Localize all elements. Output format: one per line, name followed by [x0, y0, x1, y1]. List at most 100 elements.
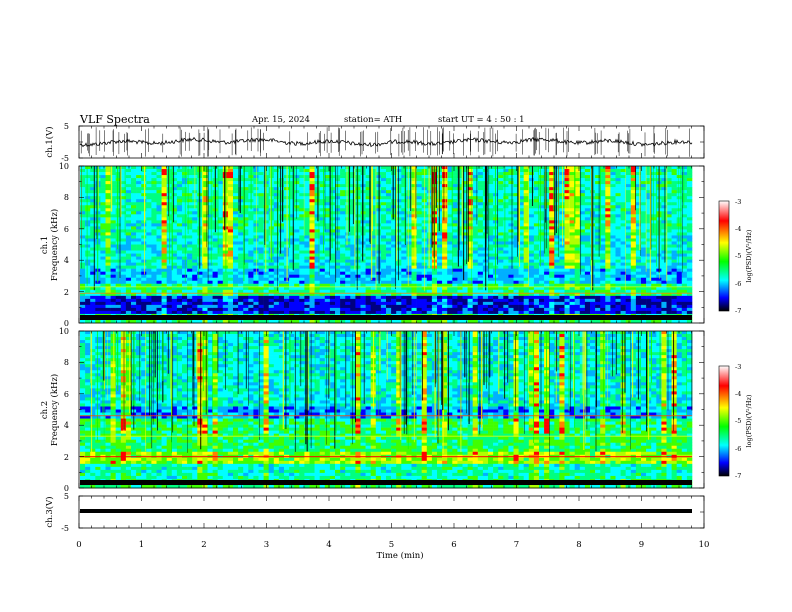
- spectrogram-cell: [217, 196, 224, 200]
- spectrogram-cell: [187, 172, 193, 176]
- spectrogram-cell: [401, 289, 407, 294]
- spectrogram-cell: [207, 229, 213, 233]
- spectrogram-cell: [207, 226, 213, 230]
- spectrogram-cell: [125, 217, 132, 221]
- spectrogram-cell: [370, 304, 377, 309]
- spectrogram-cell: [125, 202, 132, 206]
- spectrogram-cell: [238, 220, 244, 224]
- spectrogram-cell: [523, 238, 530, 242]
- spectrogram-cell: [411, 298, 417, 303]
- spectrogram-cell: [452, 298, 458, 303]
- spectrogram-cell: [141, 229, 147, 233]
- spectrogram-cell: [406, 247, 412, 251]
- spectrogram-cell: [477, 208, 484, 212]
- spectrogram-cell: [248, 280, 254, 285]
- spectrogram-cell: [416, 235, 422, 239]
- spectrogram-cell: [182, 271, 188, 275]
- spectrogram-cell: [187, 259, 193, 263]
- spectrogram-cell: [105, 196, 111, 200]
- spectrogram-cell: [258, 259, 264, 263]
- spectrogram-cell: [319, 190, 326, 194]
- spectrogram-cell: [391, 298, 397, 303]
- spectrogram-cell: [513, 301, 519, 306]
- spectrogram-cell: [202, 271, 208, 275]
- spectrogram-cell: [447, 295, 453, 300]
- spectrogram-cell: [202, 193, 208, 197]
- spectrogram-cell: [80, 304, 86, 309]
- spectrogram-cell: [437, 265, 443, 269]
- spectrogram-cell: [156, 211, 162, 215]
- spectrogram-cell: [370, 193, 377, 197]
- spectrogram-cell: [365, 172, 371, 176]
- spectrogram-cell: [518, 178, 524, 182]
- spectrogram-cell: [411, 184, 417, 188]
- spectrogram-cell: [233, 190, 239, 194]
- spectrogram-cell: [141, 184, 147, 188]
- spectrogram-cell: [380, 187, 387, 191]
- spectrogram-cell: [457, 304, 463, 309]
- spectrogram-cell: [263, 229, 269, 233]
- spectrogram-cell: [253, 310, 259, 315]
- spectrogram-cell: [243, 304, 249, 309]
- spectrogram-cell: [299, 235, 305, 239]
- spectrogram-cell: [131, 208, 137, 212]
- spectrogram-cell: [217, 292, 224, 297]
- spectrogram-cell: [141, 277, 147, 282]
- spectrogram-cell: [141, 172, 147, 176]
- spectrogram-cell: [284, 295, 290, 300]
- spectrogram-cell: [508, 238, 514, 242]
- spectrogram-cell: [171, 232, 178, 236]
- spectrogram-cell: [253, 229, 259, 233]
- spectrogram-cell: [329, 277, 336, 282]
- spectrogram-cell: [146, 220, 152, 224]
- spectrogram-cell: [554, 253, 560, 257]
- spectrogram-cell: [171, 304, 178, 309]
- spectrogram-cell: [90, 277, 96, 282]
- spectrogram-cell: [207, 292, 213, 297]
- spectrogram-cell: [207, 202, 213, 206]
- spectrogram-cell: [533, 319, 540, 324]
- spectrogram-cell: [217, 253, 224, 257]
- spectrogram-cell: [539, 208, 545, 212]
- spectrogram-cell: [263, 310, 269, 315]
- spectrogram-cell: [370, 187, 377, 191]
- spectrogram-cell: [85, 310, 91, 315]
- spectrogram-cell: [314, 253, 320, 257]
- spectrogram-cell: [294, 301, 300, 306]
- spectrogram-cell: [503, 172, 509, 176]
- spectrogram-cell: [539, 172, 545, 176]
- spectrogram-cell: [523, 169, 530, 173]
- spectrogram-cell: [166, 319, 173, 324]
- spectrogram-cell: [345, 238, 351, 242]
- spectrogram-cell: [309, 190, 315, 194]
- spectrogram-cell: [324, 190, 331, 194]
- spectrogram-cell: [523, 190, 530, 194]
- spectrogram-cell: [222, 274, 229, 279]
- spectrogram-cell: [141, 238, 147, 242]
- spectrogram-cell: [202, 256, 208, 260]
- spectrogram-cell: [227, 235, 234, 239]
- spectrogram-cell: [533, 226, 540, 230]
- spectrogram-cell: [161, 241, 167, 245]
- spectrogram-cell: [411, 319, 417, 324]
- spectrogram-cell: [472, 253, 479, 257]
- spectrogram-cell: [273, 217, 280, 221]
- spectrogram-cell: [375, 217, 382, 221]
- spectrogram-cell: [110, 229, 116, 233]
- spectrogram-cell: [131, 193, 137, 197]
- spectrogram-cell: [253, 169, 259, 173]
- spectrogram-cell: [289, 268, 295, 272]
- spectrogram-cell: [294, 235, 300, 239]
- spectrogram-cell: [518, 265, 524, 269]
- spectrogram-cell: [217, 286, 224, 291]
- spectrogram-cell: [176, 235, 183, 239]
- spectrogram-cell: [243, 301, 249, 306]
- spectrogram-cell: [533, 211, 540, 215]
- spectrogram-cell: [105, 229, 111, 233]
- spectrogram-cell: [350, 247, 356, 251]
- spectrogram-cell: [141, 199, 147, 203]
- spectrogram-cell: [365, 256, 371, 260]
- spectrogram-cell: [437, 256, 443, 260]
- spectrogram-cell: [125, 310, 132, 315]
- spectrogram-cell: [110, 217, 116, 221]
